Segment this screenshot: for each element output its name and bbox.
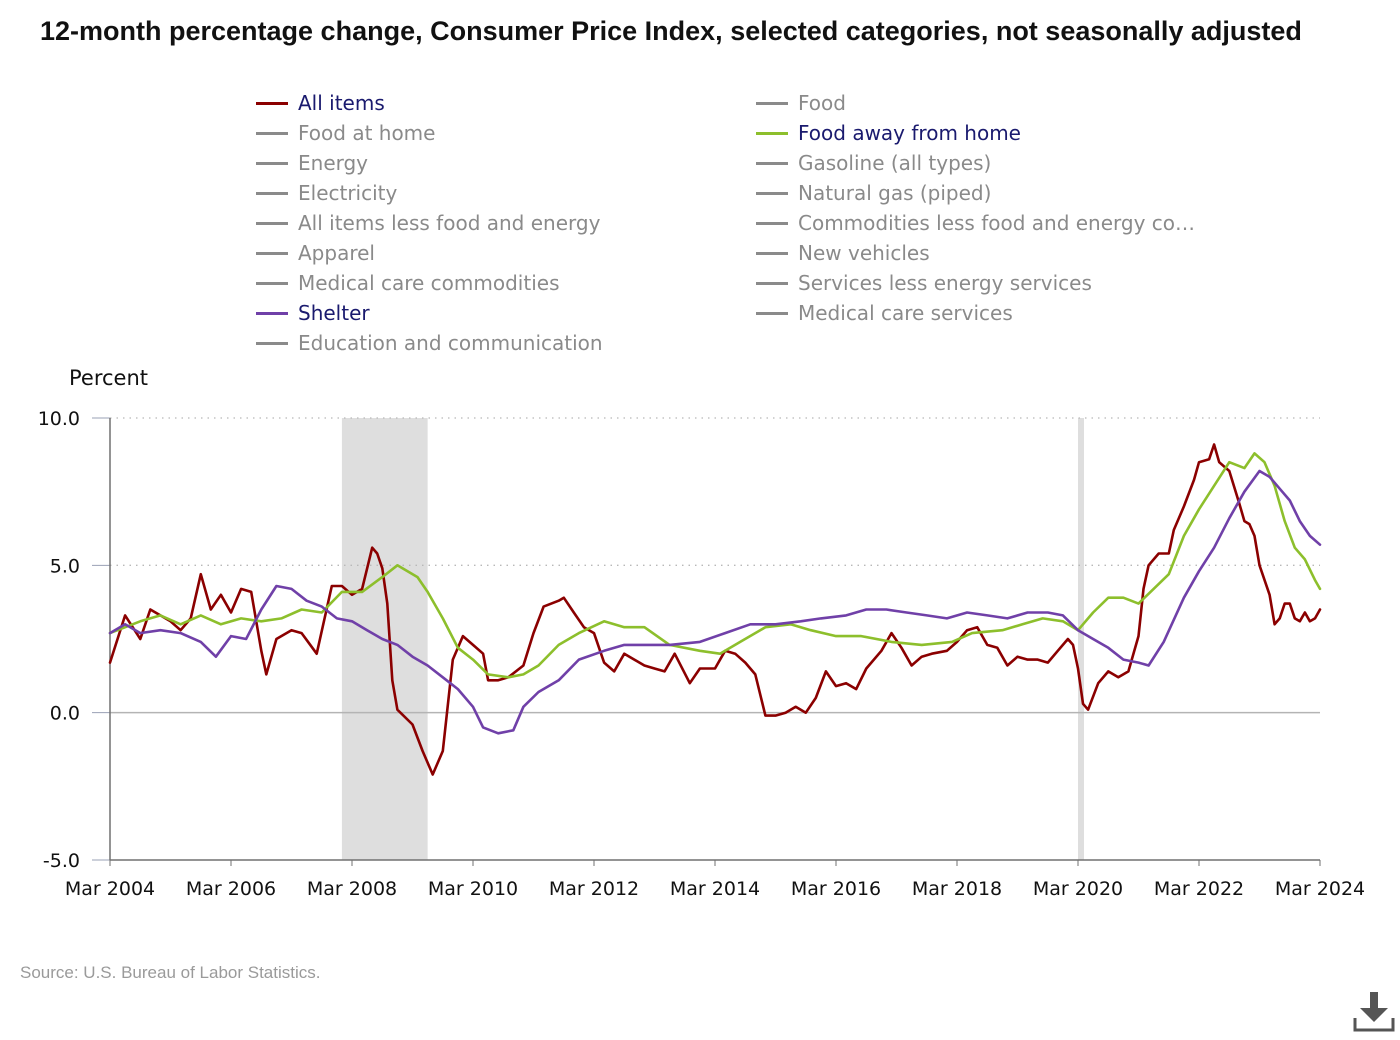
legend-swatch — [256, 131, 288, 135]
series-line-food-away-from-home — [108, 452, 1322, 679]
x-tick-label: Mar 2012 — [549, 878, 639, 900]
legend-item[interactable]: Services less energy services — [756, 268, 1092, 298]
legend-item[interactable]: Medical care commodities — [256, 268, 559, 298]
legend-item[interactable]: Electricity — [256, 178, 397, 208]
y-tick-label: 5.0 — [50, 555, 80, 577]
legend-label: Food — [798, 91, 846, 115]
x-tick-label: Mar 2014 — [670, 878, 760, 900]
x-tick-label: Mar 2006 — [186, 878, 276, 900]
y-axis-label: Percent — [69, 366, 149, 390]
legend-item[interactable]: All items less food and energy — [256, 208, 600, 238]
series-line-shelter — [108, 469, 1322, 735]
legend-swatch — [256, 311, 288, 315]
legend-label: Energy — [298, 151, 369, 175]
gridlines — [110, 417, 1320, 714]
x-tick-label: Mar 2004 — [65, 878, 155, 900]
legend-label: Medical care commodities — [298, 271, 560, 295]
legend-label: Food away from home — [798, 121, 1021, 145]
legend-swatch — [756, 161, 788, 165]
legend-swatch — [256, 251, 288, 255]
series-line-all-items — [108, 443, 1322, 776]
download-icon — [1353, 992, 1395, 1032]
legend-label: Services less energy services — [798, 271, 1092, 295]
x-tick-label: Mar 2024 — [1275, 878, 1365, 900]
x-tick-label: Mar 2020 — [1033, 878, 1123, 900]
chart-title: 12-month percentage change, Consumer Pri… — [40, 16, 1302, 46]
legend-swatch — [756, 281, 788, 285]
legend-item[interactable]: Commodities less food and energy com… — [756, 208, 1198, 238]
legend-label: Food at home — [298, 121, 436, 145]
download-button[interactable] — [1352, 990, 1396, 1034]
legend-label: Gasoline (all types) — [798, 151, 992, 175]
x-tick-label: Mar 2018 — [912, 878, 1002, 900]
legend-item[interactable]: Energy — [256, 148, 368, 178]
legend-item[interactable]: Food at home — [256, 118, 435, 148]
axes: -5.0 0.0 5.0 10.0 Mar 2004 Mar 2006 Mar 2008 Ma… — [38, 408, 1365, 900]
legend-item[interactable]: Natural gas (piped) — [756, 178, 991, 208]
legend-item[interactable]: Shelter — [256, 298, 370, 328]
legend-swatch — [256, 191, 288, 195]
legend-swatch — [256, 101, 288, 105]
legend-item[interactable]: Apparel — [256, 238, 375, 268]
y-tick-label: -5.0 — [43, 850, 80, 872]
legend-item[interactable]: Food — [756, 88, 846, 118]
legend-label: Apparel — [298, 241, 375, 265]
y-tick-label: 10.0 — [38, 408, 80, 430]
legend-swatch — [256, 161, 288, 165]
x-tick-label: Mar 2008 — [307, 878, 397, 900]
legend-label: Medical care services — [798, 301, 1013, 325]
series-lines — [108, 443, 1322, 776]
legend-item[interactable]: Gasoline (all types) — [756, 148, 991, 178]
legend-item[interactable]: Education and communication — [256, 328, 603, 358]
source-note: Source: U.S. Bureau of Labor Statistics. — [20, 963, 321, 982]
legend-swatch — [256, 221, 288, 225]
legend-swatch — [256, 341, 288, 345]
legend-label: Shelter — [298, 301, 370, 325]
legend-label: All items — [298, 91, 385, 115]
legend-label: Education and communication — [298, 331, 603, 355]
legend-swatch — [756, 311, 788, 315]
legend-swatch — [756, 131, 788, 135]
recession-band — [1078, 418, 1084, 860]
legend-label: Natural gas (piped) — [798, 181, 992, 205]
y-tick-label: 0.0 — [50, 703, 80, 725]
x-tick-label: Mar 2022 — [1154, 878, 1244, 900]
legend-label: All items less food and energy — [298, 211, 601, 235]
legend-label: New vehicles — [798, 241, 930, 265]
legend-swatch — [756, 251, 788, 255]
x-tick-label: Mar 2010 — [428, 878, 518, 900]
legend-item[interactable]: All items — [256, 88, 385, 118]
legend-item[interactable]: Food away from home — [756, 118, 1021, 148]
legend-label: Commodities less food and energy com… — [798, 211, 1198, 235]
legend-item[interactable]: New vehicles — [756, 238, 930, 268]
legend-item[interactable]: Medical care services — [756, 298, 1013, 328]
legend-swatch — [756, 221, 788, 225]
legend-label: Electricity — [298, 181, 398, 205]
x-tick-label: Mar 2016 — [791, 878, 881, 900]
chart-legend: All items Food Food at home Food away from … — [256, 88, 1356, 360]
line-chart: -5.0 0.0 5.0 10.0 Mar 2004 Mar 2006 Mar 2008 Ma… — [38, 408, 1365, 900]
legend-swatch — [756, 191, 788, 195]
legend-swatch — [256, 281, 288, 285]
legend-swatch — [756, 101, 788, 105]
